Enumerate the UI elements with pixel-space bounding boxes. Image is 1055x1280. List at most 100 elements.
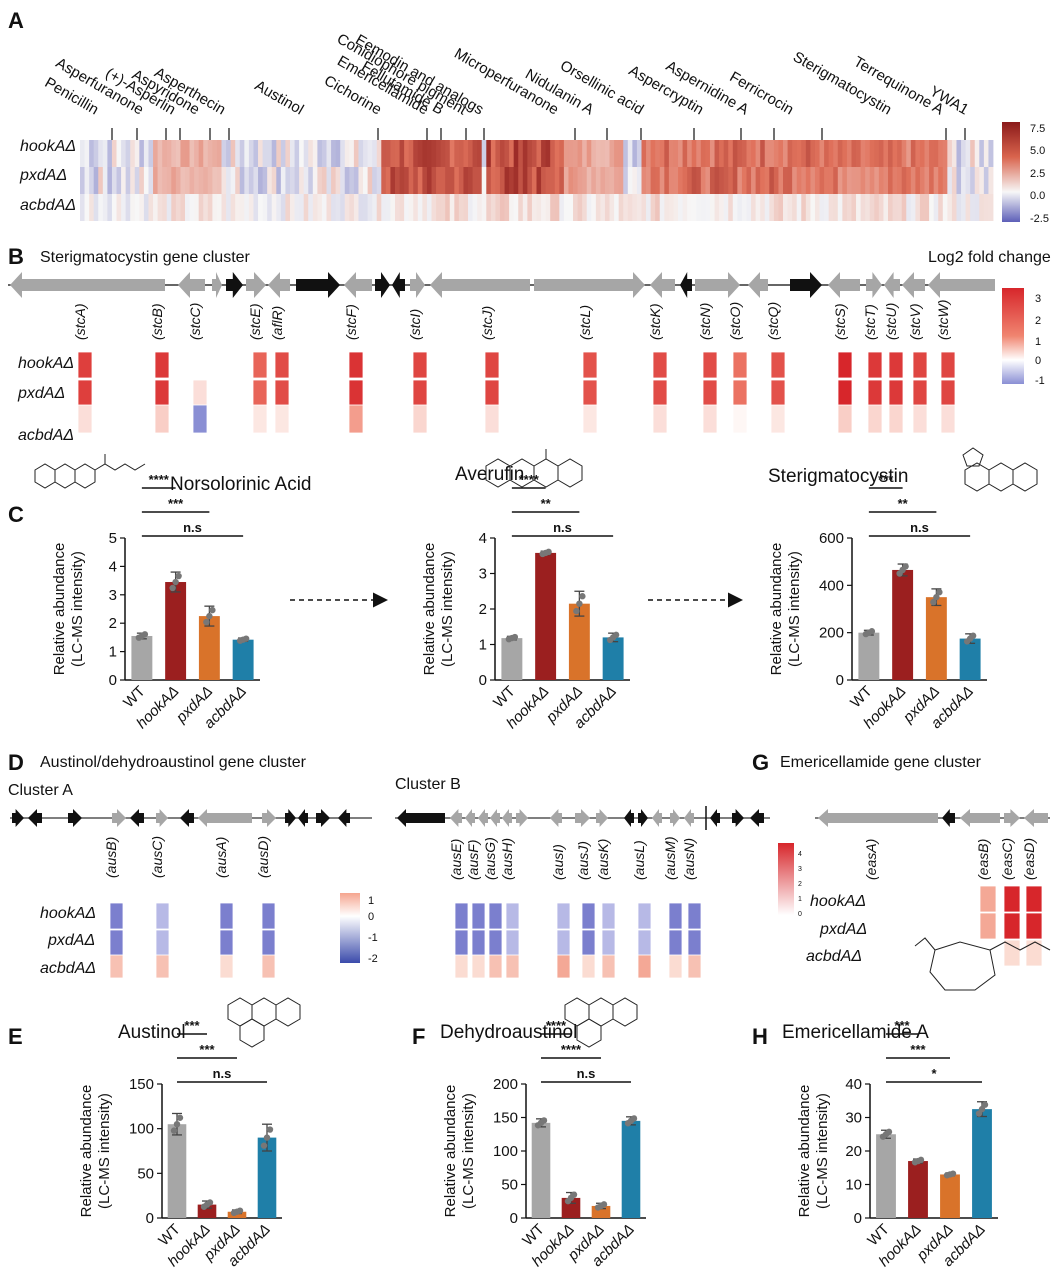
panel-a-heatmap-cell	[696, 194, 702, 221]
panel-a-heatmap-cell	[970, 167, 976, 194]
panel-b-heatmap-cell	[412, 404, 428, 434]
data-point	[172, 578, 179, 586]
panel-a-heatmap-cell	[764, 140, 770, 167]
y-axis-label: Relative abundance	[51, 543, 68, 676]
panel-a-heatmap-cell	[678, 194, 683, 221]
x-tick-label: WT	[120, 683, 149, 712]
panel-a-heatmap-cell	[244, 140, 250, 167]
panel-a-heatmap-cell	[253, 140, 259, 167]
panel-a-heatmap-cell	[919, 167, 925, 194]
panel-a-heatmap-cell	[472, 140, 478, 167]
panel-b-gene-arrow	[226, 272, 243, 298]
panel-a-heatmap-cell	[504, 140, 510, 167]
panel-g-heatmap-cell	[867, 885, 885, 913]
panel-a-heatmap-cell	[933, 194, 939, 221]
data-point	[630, 1115, 638, 1122]
chart-sterigmatocystin: 0 200 400 600 Relative abundance (LC-MS inten…	[768, 472, 987, 732]
panel-b-heatmap-cell	[770, 351, 786, 379]
panel-a-heatmap-cell	[796, 167, 802, 194]
panel-a-heatmap-cell	[783, 167, 788, 194]
panel-b-heatmap-cell	[770, 404, 786, 434]
panel-a-heatmap-cell	[814, 194, 820, 221]
panel-a-heatmap-cell	[239, 167, 245, 194]
panel-a-heatmap-cell	[646, 194, 652, 221]
panel-d-gene-label: (ausD)	[255, 836, 271, 878]
panel-a-heatmap-cell	[207, 167, 213, 194]
panel-a-heatmap-cell	[554, 194, 560, 221]
panel-a-heatmap-cell	[458, 140, 464, 167]
sterigmatocystin-structure	[962, 447, 1038, 492]
data-point	[141, 631, 149, 638]
panel-a-heatmap-cell	[111, 140, 117, 167]
y-tick-label: 50	[137, 1165, 154, 1182]
panel-a-heatmap-cell	[696, 167, 702, 194]
panel-a-heatmap-cell	[760, 194, 766, 221]
panel-b-heatmap-cell	[77, 351, 93, 379]
panel-a-heatmap-cell	[417, 167, 423, 194]
panel-g-cb-tick: 1	[798, 896, 802, 903]
panel-d-heatmap-cell	[109, 929, 124, 957]
panel-a-heatmap-cell	[285, 167, 291, 194]
panel-a-heatmap-cell	[372, 140, 378, 167]
panel-a-heatmap-cell	[641, 167, 647, 194]
panel-b-title: Sterigmatocystin gene cluster	[40, 249, 251, 266]
panel-a-heatmap-cell	[349, 167, 355, 194]
panel-a-heatmap-cell	[185, 194, 190, 221]
significance-label: n.s	[577, 1066, 596, 1081]
panel-b-gene-arrow	[748, 272, 768, 298]
panel-a-heatmap-cell	[376, 167, 382, 194]
averufin-structure	[485, 449, 583, 488]
bar	[892, 569, 914, 680]
y-tick-label: 5	[109, 530, 117, 547]
panel-a-heatmap-cell	[655, 140, 661, 167]
panel-a-heatmap-cell	[700, 167, 706, 194]
panel-a-heatmap-cell	[143, 140, 149, 167]
panel-a-heatmap-cell	[294, 194, 300, 221]
panel-d-heatmap-cell	[505, 954, 520, 979]
panel-b-gene-label: (stcB)	[149, 303, 165, 340]
panel-a-heatmap-cell	[93, 140, 99, 167]
panel-d-gene-label: (ausG)	[482, 837, 498, 880]
panel-d-gene-label: (ausA)	[213, 837, 229, 878]
panel-b-heatmap-cell	[252, 404, 268, 434]
y-tick-label: 1	[479, 637, 487, 654]
panel-a-heatmap-cell	[828, 194, 834, 221]
panel-a-heatmap-cell	[778, 167, 784, 194]
panel-a-heatmap-cell	[623, 167, 629, 194]
panel-g-gene-map	[815, 809, 1050, 827]
panel-a-heatmap-cell	[490, 140, 496, 167]
panel-a-heatmap-cell	[303, 167, 309, 194]
panel-a-heatmap-cell	[436, 167, 442, 194]
panel-a-heatmap-cell	[344, 140, 350, 167]
bar	[908, 1161, 928, 1218]
panel-a-heatmap-cell	[783, 140, 788, 167]
panel-a-heatmap-cell	[440, 167, 446, 194]
bar	[198, 616, 220, 680]
panel-a-heatmap-cell	[842, 167, 848, 194]
panel-d-heatmap-cell	[668, 954, 683, 979]
panel-g-heatmap-cell	[867, 912, 885, 940]
panel-a-heatmap-cell	[933, 167, 939, 194]
panel-a-heatmap-cell	[436, 194, 442, 221]
panel-a-heatmap-cell	[623, 140, 629, 167]
panel-a-heatmap-cell	[627, 194, 633, 221]
panel-a-heatmap-cell	[563, 167, 569, 194]
panel-a-heatmap-cell	[445, 140, 451, 167]
panel-d-heatmap-cell	[488, 902, 503, 930]
panel-a-heatmap-cell	[358, 167, 364, 194]
panel-a-heatmap-cell	[363, 140, 368, 167]
panel-a-heatmap-cell	[463, 140, 469, 167]
panel-a-heatmap-cell	[801, 140, 807, 167]
panel-a-heatmap-cell	[659, 140, 665, 167]
panel-a-heatmap-cell	[299, 140, 305, 167]
panel-b-gene-arrow	[680, 272, 692, 298]
chart-dehydroaustinol: 0 50 100 150 200 Relative abundance (LC-MS int…	[442, 1018, 646, 1270]
panel-b-heatmap-cell	[837, 379, 853, 407]
y-axis-label: Relative abundance	[78, 1085, 95, 1218]
panel-b-colorbar	[1002, 288, 1024, 384]
panel-d-row-pxda: pxdAΔ	[47, 932, 95, 949]
panel-d-gene-arrow	[465, 809, 475, 827]
panel-b-gene-label: (stcI)	[407, 309, 423, 340]
panel-a-heatmap-cell	[696, 140, 702, 167]
panel-a-heatmap-cell	[171, 194, 177, 221]
